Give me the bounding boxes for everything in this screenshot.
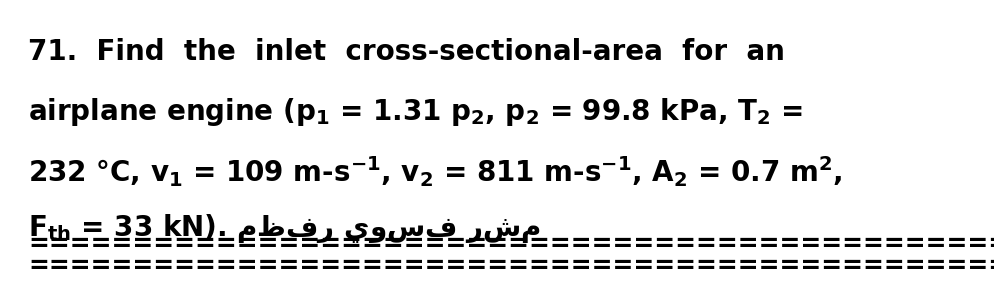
Text: 71.  Find  the  inlet  cross-sectional-area  for  an: 71. Find the inlet cross-sectional-area … [28,38,784,66]
Text: $\mathbf{F_{th}}$ = 33 kN). مظفر يوسف رشم: $\mathbf{F_{th}}$ = 33 kN). مظفر يوسف رش… [28,212,541,245]
Text: 232 °C, $\mathbf{v_1}$ = 109 m-s$^{\mathbf{-1}}$, $\mathbf{v_2}$ = 811 m-s$^{\ma: 232 °C, $\mathbf{v_1}$ = 109 m-s$^{\math… [28,154,842,189]
Text: ================================================================
===============: ========================================… [28,232,994,278]
Text: airplane engine ($\mathbf{p_1}$ = 1.31 $\mathbf{p_2}$, $\mathbf{p_2}$ = 99.8 kPa: airplane engine ($\mathbf{p_1}$ = 1.31 $… [28,96,802,128]
